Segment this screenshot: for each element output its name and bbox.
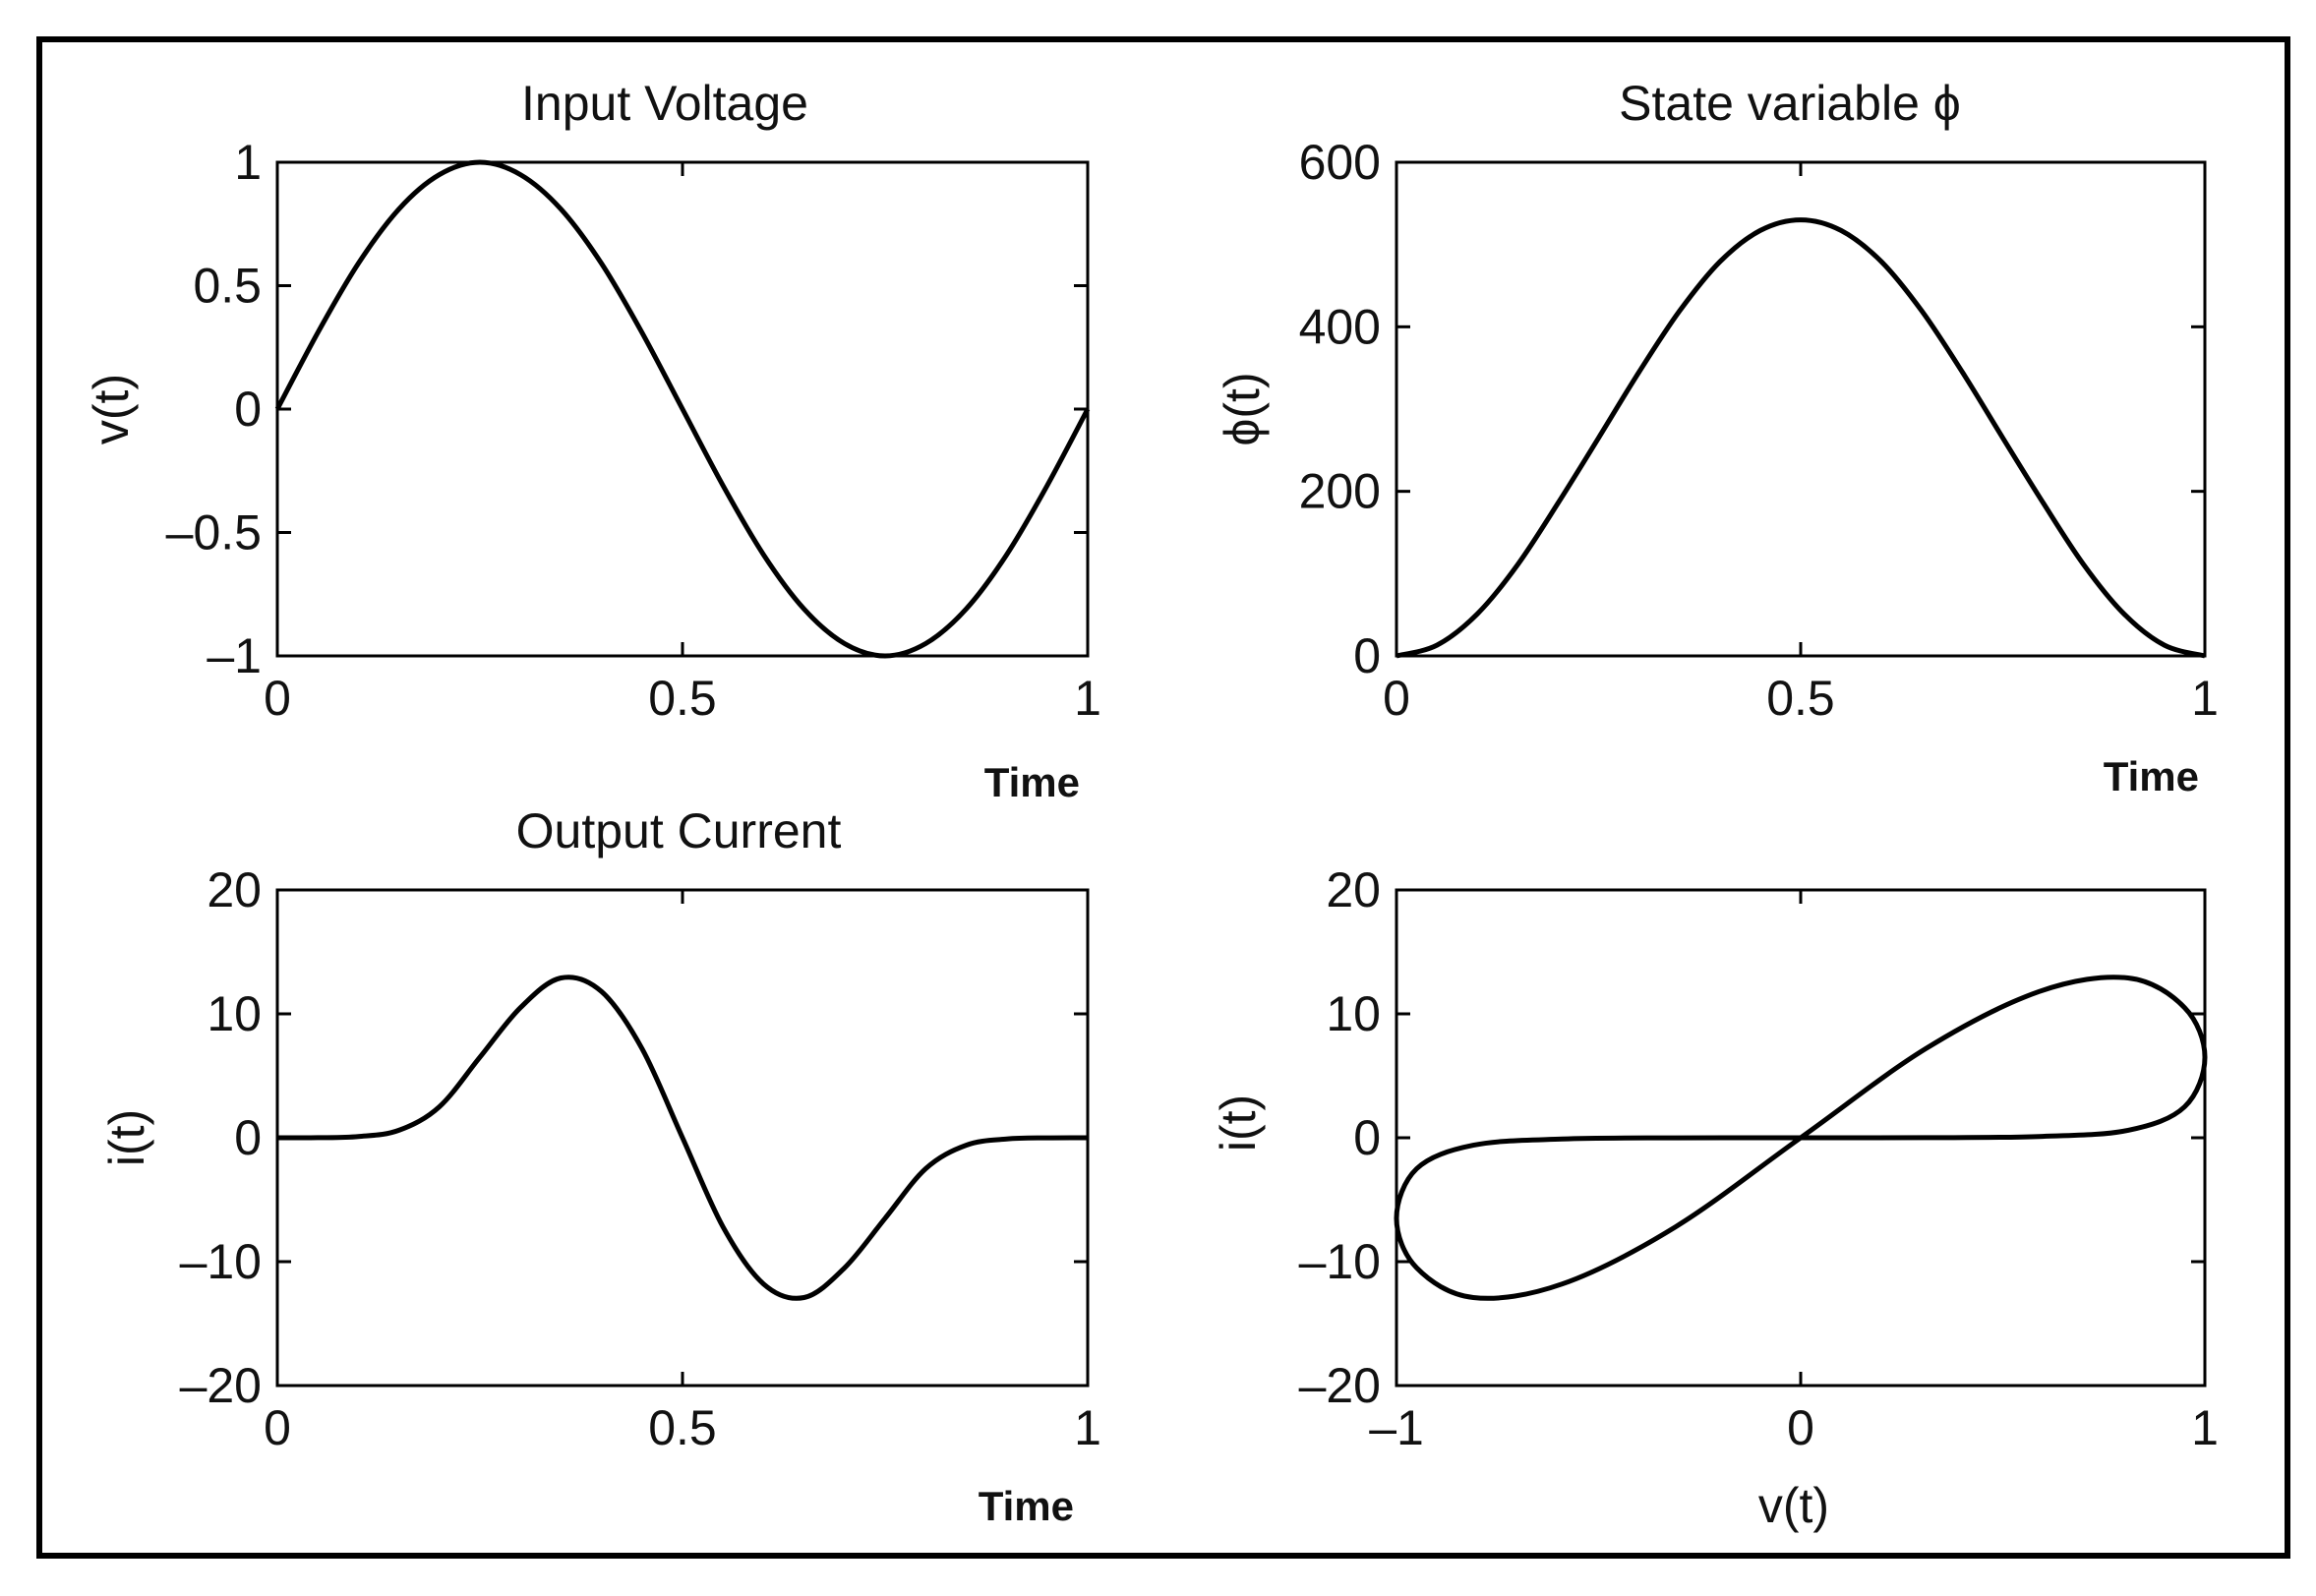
chart-title-input-voltage: Input Voltage [521,76,808,131]
x-ticks-state-variable: 0 0.5 1 [1383,162,2219,726]
figure-frame [36,36,2290,1559]
chart-title-output-current: Output Current [516,803,842,858]
y-tick-label-output-current: 20 [207,862,262,917]
x-axis-label-output-current: Time [979,1483,1074,1529]
y-tick-label-output-current: –20 [180,1358,262,1413]
y-tick-label-input-voltage: 1 [234,135,262,190]
y-tick-label-output-current: 10 [207,986,262,1041]
x-tick-label-input-voltage: 1 [1074,671,1101,726]
y-tick-label-i-vs-v: –10 [1299,1234,1381,1289]
x-ticks-output-current: 0 0.5 1 [264,890,1101,1455]
x-tick-label-input-voltage: 0 [264,671,291,726]
y-tick-label-state-variable: 600 [1299,135,1381,190]
x-tick-label-input-voltage: 0.5 [648,671,717,726]
y-axis-label-input-voltage: v(t) [84,374,139,444]
y-ticks-output-current: 20 10 0 –10 –20 [180,862,1088,1413]
y-ticks-i-vs-v: 20 10 0 –10 –20 [1299,862,2205,1413]
x-axis-label-input-voltage: Time [984,759,1080,805]
y-tick-label-output-current: 0 [234,1110,262,1165]
y-tick-label-output-current: –10 [180,1234,262,1289]
x-ticks-input-voltage: 0 0.5 1 [264,162,1101,726]
x-tick-label-i-vs-v: 0 [1787,1400,1814,1455]
x-tick-label-state-variable: 0 [1383,671,1410,726]
y-tick-label-i-vs-v: 10 [1326,986,1381,1041]
y-axis-label-output-current: i(t) [99,1109,154,1166]
x-tick-label-i-vs-v: 1 [2191,1400,2219,1455]
series-line-i-vs-v [1394,975,2208,1301]
y-tick-label-input-voltage: 0.5 [193,259,262,314]
series-line-phi-t [1396,217,2206,659]
series-line-i-t [276,975,1089,1301]
x-tick-label-state-variable: 1 [2191,671,2219,726]
x-tick-label-i-vs-v: –1 [1369,1400,1424,1455]
x-ticks-i-vs-v: –1 0 1 [1369,890,2219,1455]
chart-title-state-variable: State variable ϕ [1619,76,1961,131]
y-ticks-input-voltage: 1 0.5 0 –0.5 –1 [166,135,1088,683]
y-axis-label-state-variable: ϕ(t) [1215,372,1270,445]
x-tick-label-output-current: 1 [1074,1400,1101,1455]
y-tick-label-input-voltage: –0.5 [166,505,262,561]
y-tick-label-state-variable: 400 [1299,299,1381,354]
y-tick-label-state-variable: 200 [1299,464,1381,519]
y-tick-label-input-voltage: 0 [234,382,262,437]
y-axis-label-i-vs-v: i(t) [1211,1094,1266,1152]
panel-input-voltage: Input Voltage 10.50–0.5–1 0 0.5 1 Time v(t… [84,76,1101,805]
x-tick-label-output-current: 0 [264,1400,291,1455]
y-tick-label-input-voltage: –1 [207,628,262,683]
y-tick-label-state-variable: 0 [1353,628,1381,683]
x-tick-label-output-current: 0.5 [648,1400,717,1455]
x-axis-label-state-variable: Time [2104,753,2199,799]
series-line-v-t [274,159,1091,659]
x-axis-label-i-vs-v: v(t) [1758,1478,1829,1533]
x-tick-label-state-variable: 0.5 [1766,671,1835,726]
y-ticks-state-variable: 600 400 200 0 [1299,135,2205,683]
y-tick-label-i-vs-v: 0 [1353,1110,1381,1165]
y-tick-label-i-vs-v: 20 [1326,862,1381,917]
y-tick-label-i-vs-v: –20 [1299,1358,1381,1413]
